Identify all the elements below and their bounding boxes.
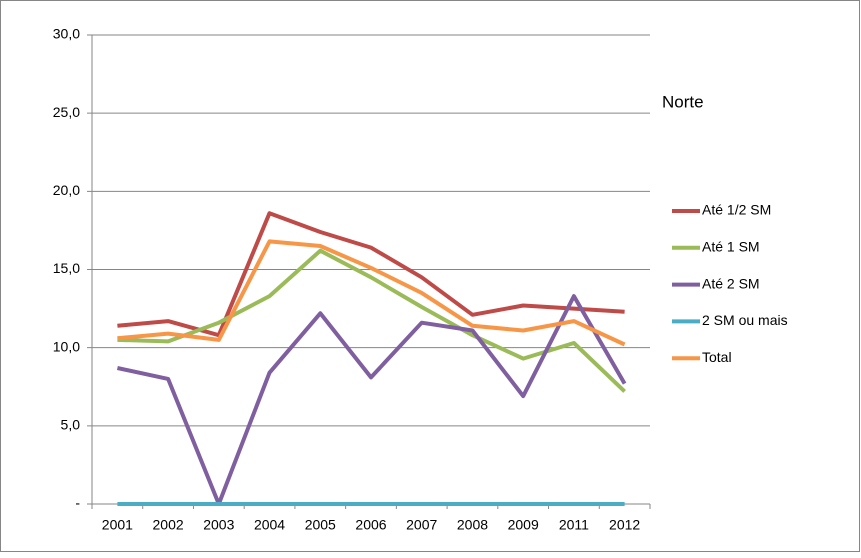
- series-line: [117, 248, 626, 393]
- series-line: [116, 294, 627, 506]
- y-tick-label: 5,0: [61, 417, 81, 433]
- series-line: [117, 239, 626, 347]
- x-tick-label: 2001: [102, 517, 133, 533]
- legend-label: Até 1 SM: [702, 239, 760, 255]
- chart-subtitle: Norte: [662, 92, 704, 111]
- y-tick-label: 20,0: [53, 182, 80, 198]
- x-tick-label: 2007: [406, 517, 437, 533]
- legend-label: Até 2 SM: [702, 275, 760, 291]
- x-tick-label: 2012: [609, 517, 640, 533]
- x-tick-label: 2003: [203, 517, 234, 533]
- legend-label: Total: [702, 349, 732, 365]
- y-tick-label: -: [75, 495, 80, 511]
- x-tick-label: 2006: [355, 517, 386, 533]
- x-tick-label: 2005: [305, 517, 336, 533]
- legend-label: Até 1/2 SM: [702, 202, 771, 218]
- x-tick-label: 2009: [508, 517, 539, 533]
- x-tick-label: 2008: [457, 517, 488, 533]
- y-tick-label: 25,0: [53, 104, 80, 120]
- x-tick-label: 2011: [559, 517, 589, 533]
- y-tick-label: 15,0: [53, 260, 80, 276]
- y-tick-label: 10,0: [53, 338, 80, 354]
- y-tick-label: 30,0: [53, 26, 80, 42]
- x-tick-label: 2002: [153, 517, 184, 533]
- x-tick-label: 2004: [254, 517, 285, 533]
- legend-label: 2 SM ou mais: [702, 312, 788, 328]
